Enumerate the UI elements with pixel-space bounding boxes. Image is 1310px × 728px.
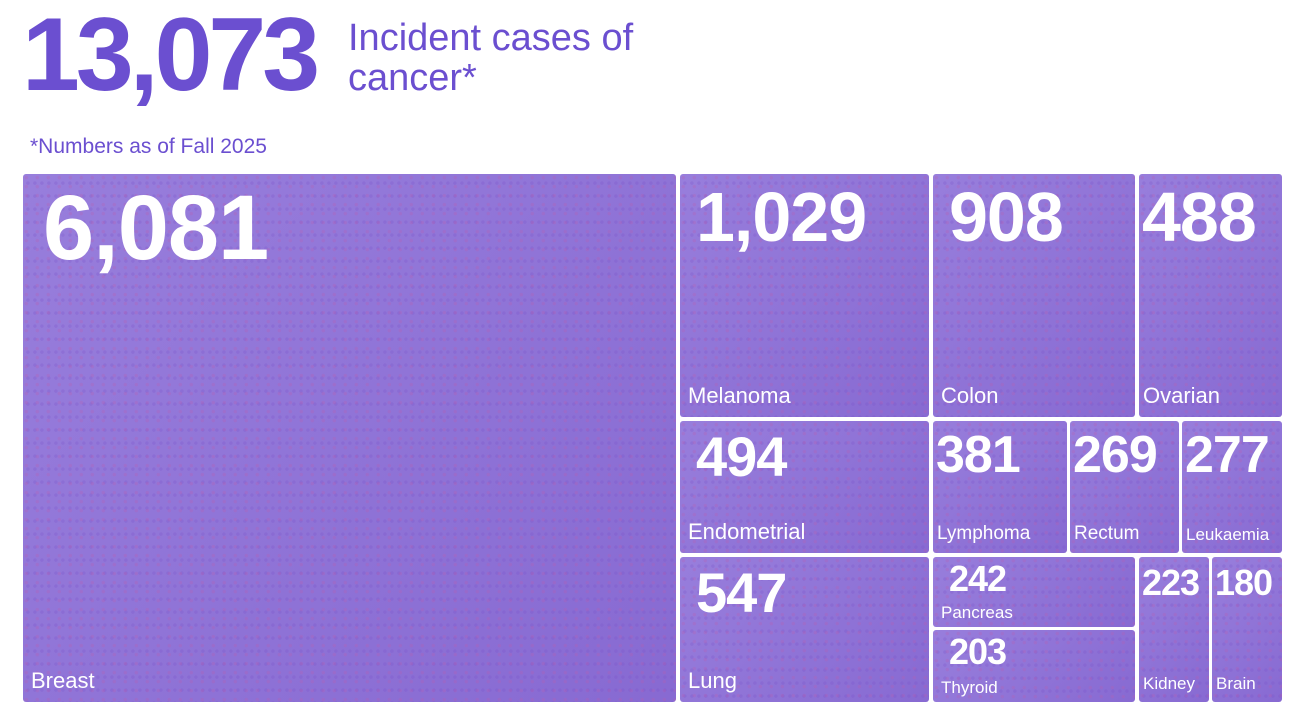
value-label: 203: [949, 631, 1007, 672]
value-label: 242: [949, 558, 1007, 599]
category-label: Lung: [688, 668, 737, 693]
tile: 381 Lymphoma: [933, 421, 1067, 553]
category-label: Kidney: [1143, 674, 1195, 693]
category-label: Endometrial: [688, 519, 806, 544]
value-label: 223: [1142, 562, 1200, 603]
subtitle: *Numbers as of Fall 2025: [30, 135, 267, 158]
value-label: 547: [696, 561, 787, 624]
category-label: Melanoma: [688, 383, 791, 408]
category-label: Thyroid: [941, 678, 998, 697]
tile: 223 Kidney: [1139, 557, 1209, 702]
category-label: Breast: [31, 668, 95, 693]
category-label: Rectum: [1074, 523, 1140, 544]
value-label: 1,029: [696, 178, 867, 256]
value-label: 908: [949, 178, 1064, 256]
tile: 203 Thyroid: [933, 630, 1135, 702]
value-label: 494: [696, 425, 787, 488]
category-label: Pancreas: [941, 603, 1013, 622]
value-label: 6,081: [43, 177, 269, 279]
value-label: 488: [1142, 178, 1257, 256]
category-label: Ovarian: [1143, 383, 1221, 408]
tile: 269 Rectum: [1070, 421, 1179, 553]
value-label: 381: [936, 426, 1021, 484]
category-label: Brain: [1216, 674, 1256, 693]
tile: 277 Leukaemia: [1182, 421, 1282, 553]
tile: 908 Colon: [933, 174, 1135, 417]
tile: 547 Lung: [680, 557, 929, 702]
title: Incident cases of cancer*: [348, 17, 634, 99]
value-label: 180: [1215, 562, 1273, 603]
tile: 242 Pancreas: [933, 557, 1135, 627]
tile: 494 Endometrial: [680, 421, 929, 553]
tile: 488 Ovarian: [1139, 174, 1282, 417]
value-label: 277: [1185, 426, 1270, 484]
total: 13,073: [22, 0, 320, 113]
category-label: Lymphoma: [937, 523, 1031, 544]
tile: 6,081 Breast: [23, 174, 676, 702]
category-label: Leukaemia: [1186, 525, 1270, 544]
tile: 180 Brain: [1212, 557, 1282, 702]
category-label: Colon: [941, 383, 999, 408]
tile: 1,029 Melanoma: [680, 174, 929, 417]
value-label: 269: [1073, 426, 1158, 484]
